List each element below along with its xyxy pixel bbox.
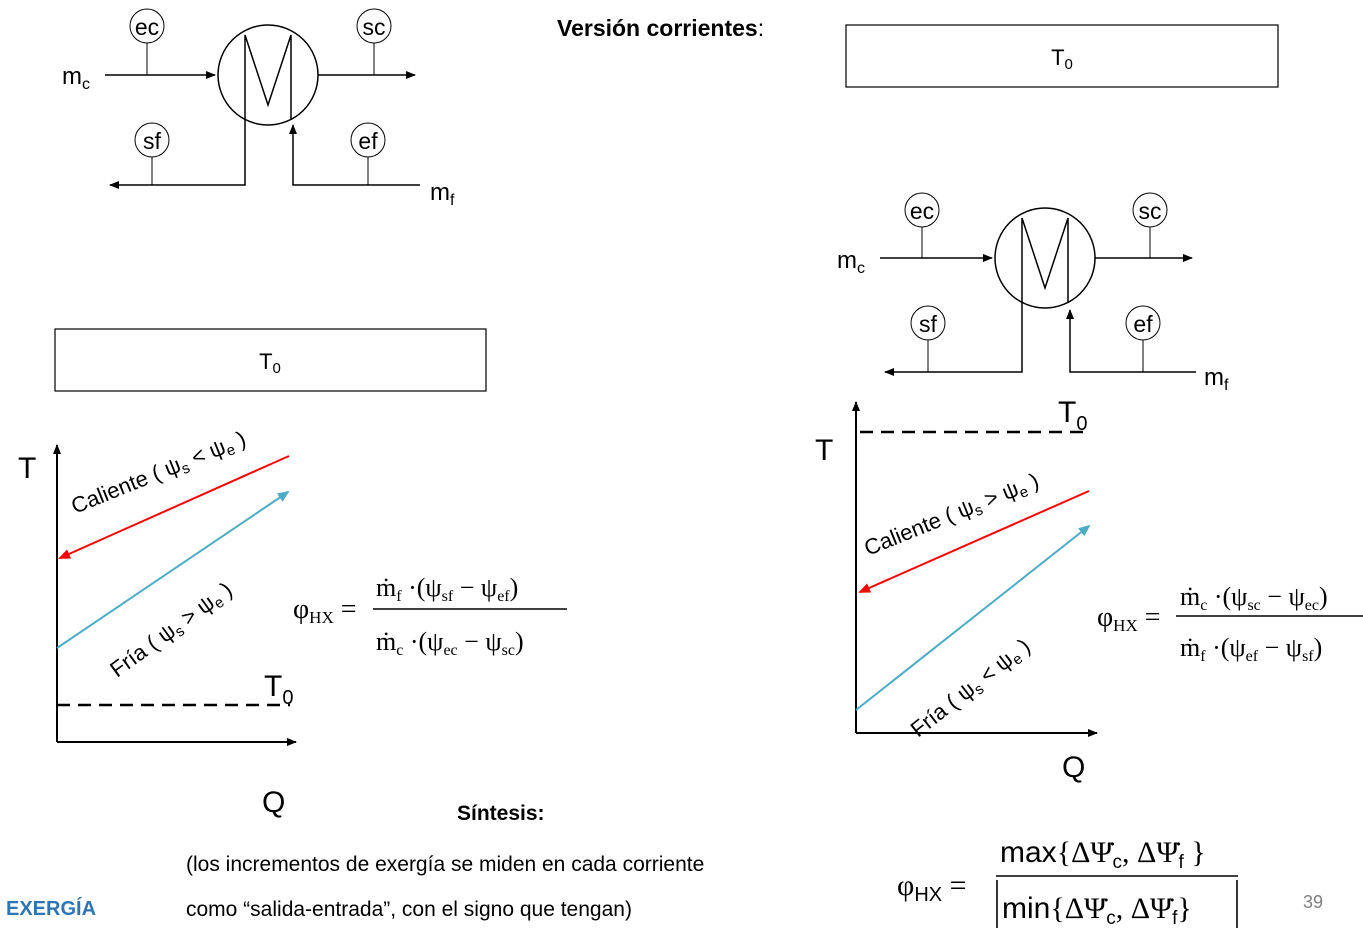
hx-circle	[994, 207, 1096, 309]
node-ef: ef	[1133, 311, 1153, 337]
tq-chart-left: T Q T0 Caliente ( ψs < ψe ) Fría ( ψs > …	[18, 426, 297, 819]
t0-box-left: T0	[54, 328, 487, 392]
hx-circle	[217, 24, 319, 126]
cold-stream-label: Fría ( ψs < ψe )	[906, 633, 1037, 744]
svg-text:T0: T0	[1051, 45, 1073, 73]
y-axis-label: T	[18, 452, 36, 485]
x-axis-label: Q	[1062, 751, 1085, 784]
node-ef: ef	[358, 128, 378, 154]
cold-stream-label: Fría ( ψs > ψe )	[105, 577, 238, 685]
tq-chart-right: T Q T0 Caliente ( ψs > ψe ) Fría ( ψs < …	[815, 396, 1098, 784]
node-sc: sc	[1139, 198, 1162, 224]
node-ec: ec	[135, 14, 159, 40]
cold-stream-line	[56, 490, 290, 649]
svg-text:φHX =: φHX =	[293, 594, 357, 627]
y-axis-label: T	[815, 434, 833, 467]
page-title: Versión corrientes:	[557, 15, 765, 41]
svg-text:φHX =: φHX =	[1097, 602, 1161, 635]
node-sf: sf	[919, 311, 938, 337]
hot-flow-label: mc	[837, 247, 865, 277]
cold-flow-label: mf	[1204, 364, 1229, 394]
t0-label: T0	[1058, 396, 1087, 435]
svg-text:ṁc ·(ψsc − ψec): ṁc ·(ψsc − ψec)	[1180, 582, 1328, 614]
x-axis-label: Q	[262, 786, 285, 819]
synthesis-note-line2: como “salida-entrada”, con el signo que …	[186, 898, 632, 921]
formula-right: φHX = ṁc ·(ψsc − ψec) ṁf ·(ψef − ψsf)	[1097, 582, 1363, 665]
svg-text:min{ΔΨ̇c, ΔΨ̇f}: min{ΔΨ̇c, ΔΨ̇f}	[1002, 892, 1192, 929]
svg-text:φHX =: φHX =	[897, 869, 967, 906]
svg-text:ṁc ·(ψec − ψsc): ṁc ·(ψec − ψsc)	[376, 627, 524, 659]
svg-text:max{ΔΨ̇c, ΔΨ̇f }: max{ΔΨ̇c, ΔΨ̇f }	[1000, 836, 1206, 873]
synthesis-formula: φHX = max{ΔΨ̇c, ΔΨ̇f } min{ΔΨ̇c, ΔΨ̇f}	[897, 836, 1238, 929]
node-sc: sc	[363, 14, 386, 40]
hx-diagram-left: ec sc sf ef mc mf	[62, 8, 455, 209]
page-number: 39	[1303, 892, 1324, 912]
cold-stream-line	[855, 524, 1091, 711]
hot-stream-line	[58, 455, 290, 559]
svg-text:ṁf ·(ψef − ψsf): ṁf ·(ψef − ψsf)	[1180, 633, 1322, 665]
formula-left: φHX = ṁf ·(ψsf − ψef) ṁc ·(ψec − ψsc)	[293, 573, 567, 659]
footer-brand: EXERGÍA	[6, 898, 97, 920]
hx-diagram-right: ec sc sf ef mc mf	[837, 192, 1229, 394]
hot-stream-label: Caliente ( ψs > ψe )	[861, 468, 1044, 564]
hot-stream-label: Caliente ( ψs < ψe )	[68, 426, 251, 522]
hot-stream-line	[858, 490, 1090, 593]
t0-label: T0	[264, 670, 293, 709]
t0-box-top-right: T0	[845, 24, 1279, 88]
svg-text:T0: T0	[259, 349, 281, 377]
cold-flow-label: mf	[430, 179, 455, 209]
svg-text:ṁf ·(ψsf − ψef): ṁf ·(ψsf − ψef)	[376, 573, 518, 605]
hot-flow-label: mc	[62, 63, 90, 93]
synthesis-note-line1: (los incrementos de exergía se miden en …	[186, 853, 705, 876]
node-ec: ec	[910, 198, 934, 224]
synthesis-title: Síntesis:	[457, 802, 545, 825]
node-sf: sf	[143, 128, 162, 154]
